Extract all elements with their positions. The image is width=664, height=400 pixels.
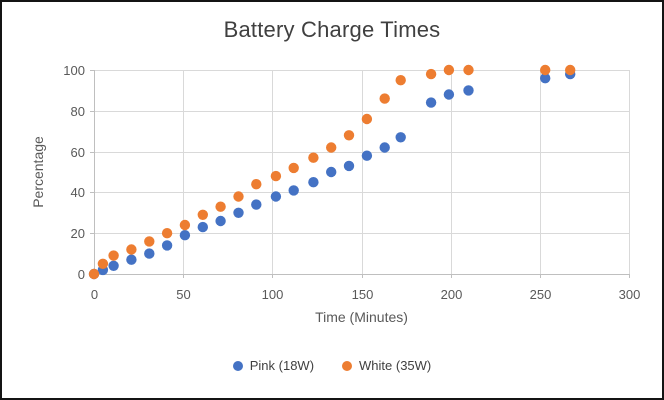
data-point-series-1 [270, 170, 282, 182]
y-tick-label: 60 [71, 145, 85, 160]
x-axis-title: Time (Minutes) [315, 309, 408, 325]
data-point-series-0 [288, 185, 299, 196]
x-tick-label: 200 [441, 287, 463, 302]
data-point-series-0 [233, 207, 244, 218]
x-tick-label: 250 [530, 287, 552, 302]
data-point-series-0 [395, 132, 406, 143]
data-point-series-0 [179, 230, 191, 241]
chart-title: Battery Charge Times [223, 17, 441, 42]
y-tick-label: 40 [71, 185, 85, 200]
data-point-series-0 [361, 150, 373, 161]
data-point-series-1 [215, 201, 226, 212]
data-point-series-1 [233, 191, 244, 202]
data-point-series-0 [326, 166, 337, 178]
data-point-series-1 [97, 258, 109, 269]
data-point-series-1 [425, 68, 437, 80]
y-tick-label: 0 [78, 267, 85, 282]
data-point-series-1 [343, 130, 355, 141]
legend-item-pink-18w: Pink (18W) [232, 358, 315, 373]
legend-label: White (35W) [359, 358, 432, 373]
data-point-series-1 [361, 113, 373, 125]
data-point-series-0 [540, 73, 551, 84]
data-point-series-1 [540, 64, 551, 76]
data-point-series-1 [251, 179, 262, 190]
data-point-series-0 [425, 97, 437, 108]
data-point-series-0 [251, 199, 262, 210]
data-point-series-1 [288, 162, 299, 174]
data-point-series-0 [379, 142, 390, 153]
data-point-series-1 [443, 64, 455, 76]
data-point-series-1 [126, 244, 137, 255]
data-point-series-1 [308, 152, 319, 163]
x-tick-label: 50 [176, 287, 190, 302]
data-point-series-1 [108, 250, 119, 261]
legend-label: Pink (18W) [249, 358, 315, 373]
data-point-series-0 [463, 85, 474, 96]
x-tick-label: 150 [352, 287, 374, 302]
data-point-series-1 [179, 219, 191, 231]
x-tick-label: 100 [262, 287, 284, 302]
data-point-series-0 [270, 191, 282, 202]
data-point-series-0 [443, 89, 455, 100]
data-point-series-0 [108, 260, 119, 271]
data-point-series-0 [197, 221, 208, 233]
data-point-series-1 [197, 209, 208, 220]
y-tick-label: 100 [63, 63, 85, 78]
data-point-series-1 [379, 93, 390, 104]
x-tick-label: 300 [619, 287, 641, 302]
legend-marker-orange-circle-icon [342, 360, 353, 371]
data-point-series-0 [161, 240, 173, 251]
data-point-series-0 [308, 177, 319, 188]
data-point-series-0 [343, 160, 355, 172]
data-point-series-1 [88, 268, 100, 280]
data-point-series-1 [326, 142, 337, 153]
y-axis-title: Percentage [30, 136, 46, 208]
legend: Pink (18W) White (35W) [2, 358, 662, 373]
legend-item-white-35w: White (35W) [342, 358, 431, 373]
data-point-series-1 [144, 236, 155, 247]
data-point-series-0 [144, 248, 155, 259]
data-point-series-1 [565, 64, 576, 76]
y-tick-label: 80 [71, 104, 85, 119]
legend-marker-blue-circle-icon [232, 360, 243, 371]
y-tick-label: 20 [71, 226, 85, 241]
data-point-series-0 [215, 215, 226, 227]
data-point-series-1 [463, 64, 474, 76]
data-point-series-1 [395, 75, 406, 86]
data-point-series-1 [161, 228, 173, 239]
x-tick-label: 0 [91, 287, 98, 302]
data-point-series-0 [126, 254, 137, 265]
